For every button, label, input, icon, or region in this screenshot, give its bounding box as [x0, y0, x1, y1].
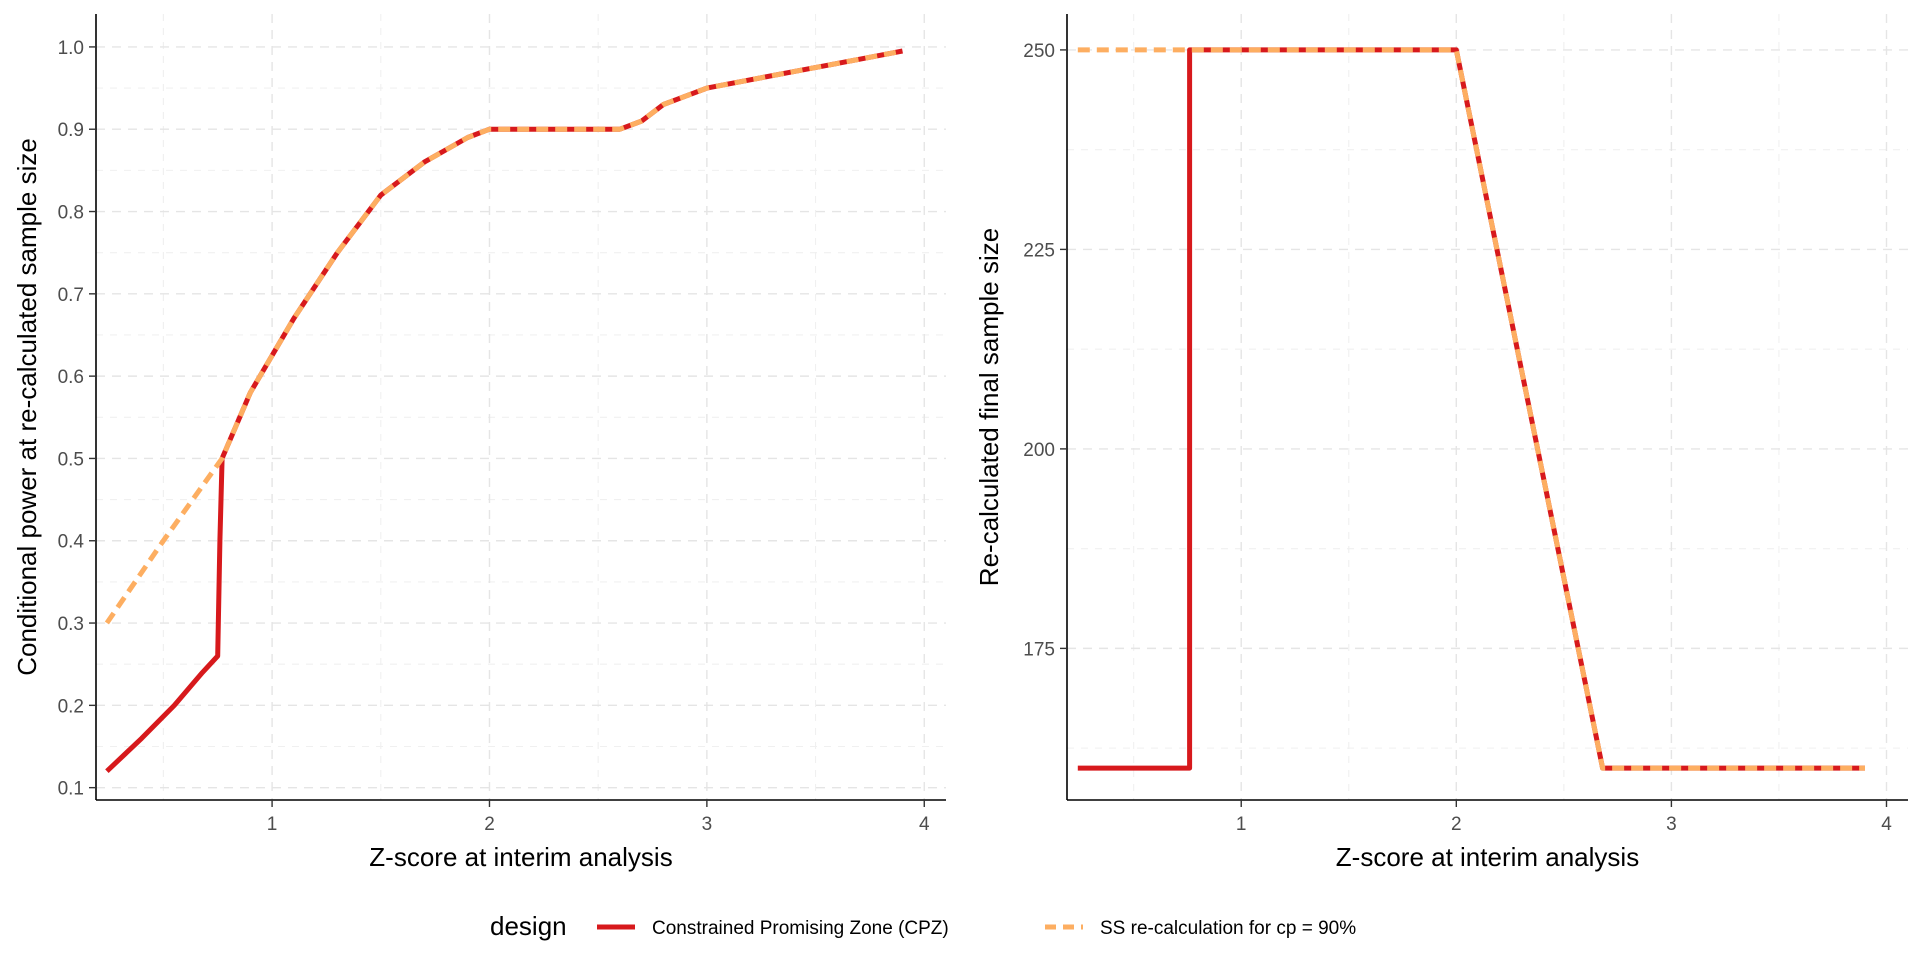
- legend-title: design: [490, 911, 567, 941]
- y-tick-label: 0.4: [58, 532, 85, 553]
- y-tick-label: 175: [1023, 639, 1055, 660]
- series-line-cpz: [1077, 47, 1865, 771]
- y-tick-label: 0.9: [58, 120, 84, 141]
- series-line-cpz: [105, 48, 903, 774]
- y-tick-label: 200: [1023, 440, 1055, 461]
- left-panel-conditional-power: 1 2 3 4 0.1 0.2 0.3 0.4 0.5 0.6 0.7 0.8 0.9 1.0 Z-scor…: [12, 14, 946, 872]
- legend-label-cpz: Constrained Promising Zone (CPZ): [652, 918, 949, 939]
- x-tick-label: 2: [484, 814, 495, 835]
- x-tick-label: 3: [702, 814, 713, 835]
- x-tick-label: 4: [1881, 814, 1892, 835]
- x-tick-label: 1: [267, 814, 278, 835]
- y-tick-label: 0.5: [58, 449, 84, 470]
- y-tick-label: 0.8: [58, 203, 84, 224]
- y-axis-title: Conditional power at re-calculated sampl…: [12, 138, 42, 676]
- y-tick-label: 250: [1023, 41, 1055, 62]
- series-line-ss-recalculation: [104, 48, 903, 625]
- x-tick-label: 2: [1451, 814, 1462, 835]
- series-line-ss-recalculation: [1077, 47, 1865, 771]
- y-tick-label: 225: [1023, 240, 1055, 261]
- x-axis-title: Z-score at interim analysis: [1336, 842, 1639, 872]
- right-panel-sample-size: 1 2 3 4 175 200 225 250 Z-score at interim analy…: [974, 14, 1908, 872]
- y-axis-title: Re-calculated final sample size: [974, 228, 1004, 586]
- y-tick-label: 0.7: [58, 285, 84, 306]
- y-tick-label: 0.3: [58, 614, 84, 635]
- legend-label-ss-recalculation: SS re-calculation for cp = 90%: [1100, 918, 1356, 939]
- x-tick-label: 4: [919, 814, 930, 835]
- y-tick-label: 0.2: [58, 696, 84, 717]
- y-tick-label: 0.1: [58, 779, 84, 800]
- x-tick-label: 3: [1666, 814, 1677, 835]
- x-tick-label: 1: [1236, 814, 1247, 835]
- x-axis-title: Z-score at interim analysis: [369, 842, 672, 872]
- legend: design Constrained Promising Zone (CPZ) …: [490, 911, 1356, 941]
- y-tick-label: 1.0: [58, 38, 84, 59]
- y-tick-label: 0.6: [58, 367, 84, 388]
